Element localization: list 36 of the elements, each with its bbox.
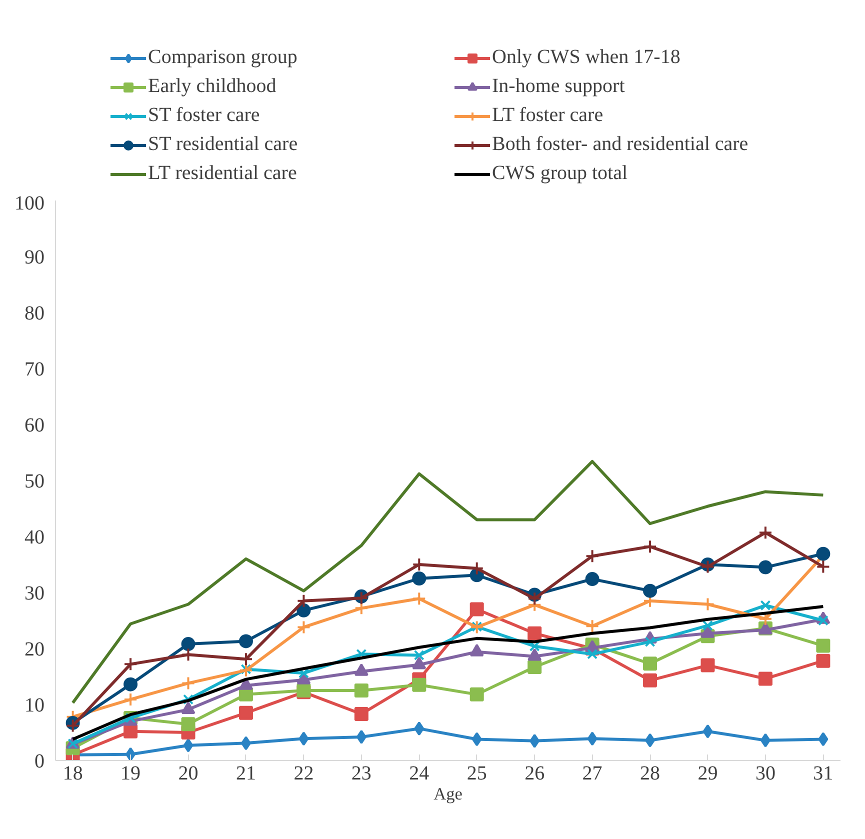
y-tick-label: 50 [24, 470, 44, 492]
legend-label: ST foster care [148, 104, 261, 127]
legend-label: Comparison group [148, 46, 298, 69]
legend-label: Only CWS when 17-18 [492, 46, 682, 69]
y-tick-label: 70 [24, 358, 44, 380]
x-tick-label: 18 [62, 762, 83, 784]
y-tick-label: 60 [24, 414, 44, 436]
legend-label: Both foster- and residential care [492, 133, 750, 156]
x-tick-label: 31 [813, 762, 834, 784]
legend-label: Early childhood [148, 75, 278, 98]
x-tick-label: 20 [178, 762, 198, 784]
x-tick-label: 27 [582, 762, 602, 784]
x-tick-label: 23 [351, 762, 372, 784]
legend-label: In-home support [492, 75, 626, 98]
y-tick-label: 90 [24, 246, 44, 268]
y-tick-label: 80 [24, 302, 44, 324]
x-tick-label: 25 [466, 762, 487, 784]
x-tick-label: 29 [698, 762, 718, 784]
y-tick-label: 20 [24, 638, 44, 660]
y-tick-label: 30 [24, 582, 44, 604]
x-tick-label: 22 [294, 762, 314, 784]
y-tick-label: 40 [24, 526, 44, 548]
x-axis-title: Age [434, 784, 463, 804]
y-tick-label: 100 [14, 192, 44, 214]
legend-label: LT foster care [492, 104, 604, 127]
x-tick-label: 24 [409, 762, 430, 784]
x-tick-label: 19 [120, 762, 141, 784]
y-tick-label: 10 [24, 694, 44, 716]
legend-label: CWS group total [492, 162, 629, 185]
x-tick-label: 26 [524, 762, 545, 784]
x-tick-label: 21 [236, 762, 256, 784]
legend-label: ST residential care [148, 133, 299, 156]
x-tick-label: 28 [640, 762, 660, 784]
x-tick-label: 30 [755, 762, 776, 784]
y-tick-label: 0 [34, 750, 44, 772]
legend-label: LT residential care [148, 162, 298, 185]
